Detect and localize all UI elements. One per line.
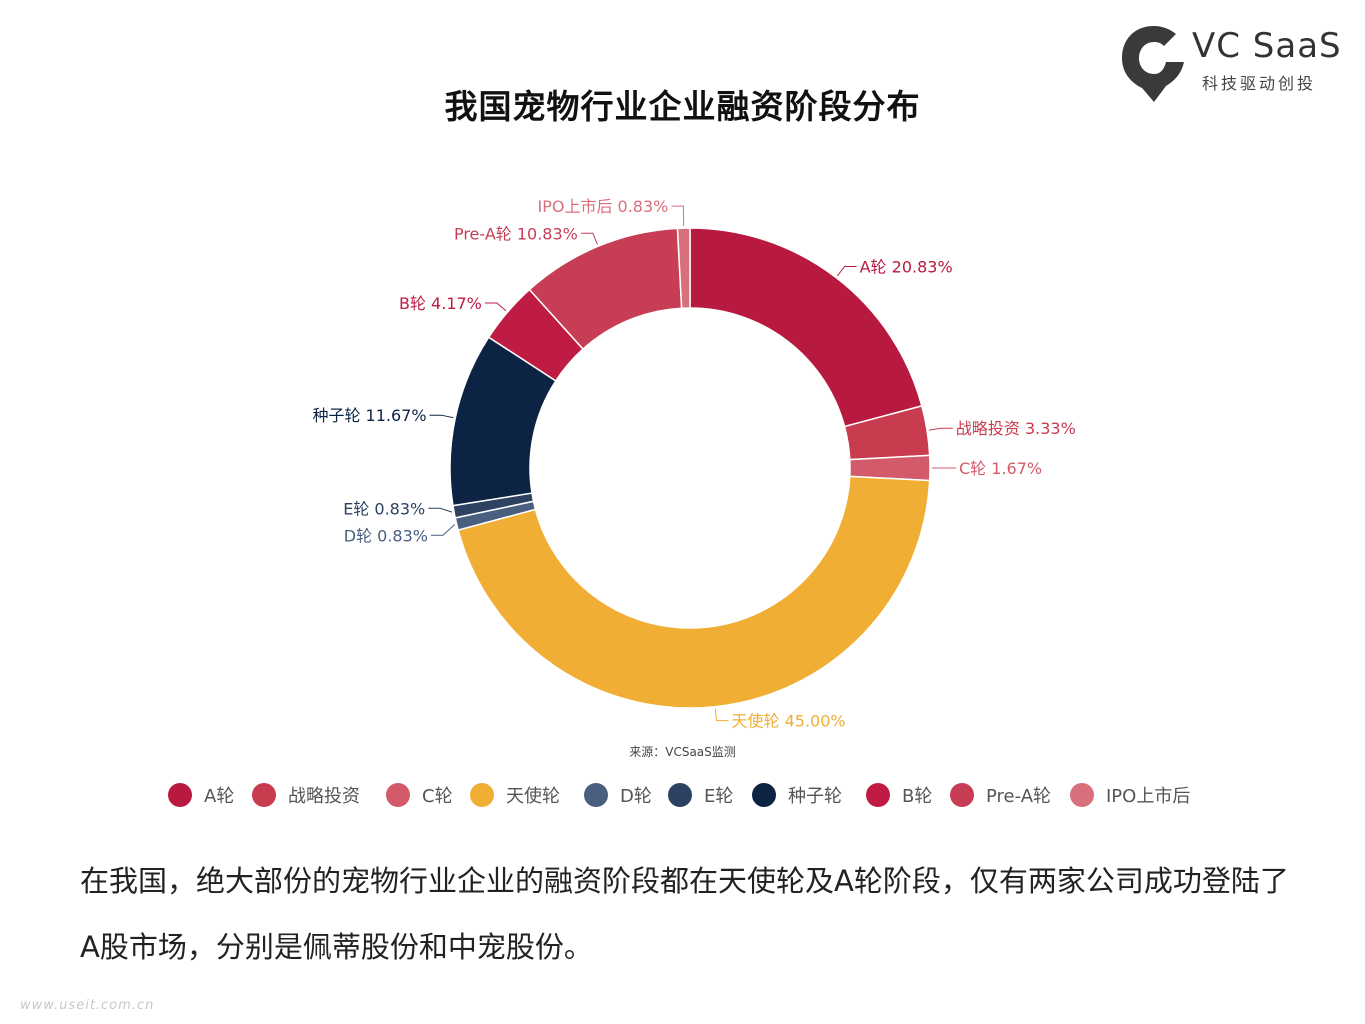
- legend-label: A轮: [204, 786, 235, 807]
- brand-slogan: 科技驱动创投: [1202, 74, 1317, 93]
- chart-legend: A轮 战略投资 C轮 天使轮 D轮 E轮 种子轮 B轮 Pre-A轮 IPO上市后: [0, 782, 1365, 814]
- legend-label: E轮: [704, 786, 734, 807]
- label-leader-lines: [428, 205, 956, 722]
- data-label-9: IPO上市后 0.83%: [537, 197, 668, 216]
- data-label-8: Pre-A轮 10.83%: [454, 224, 578, 243]
- legend-swatch: [470, 783, 494, 807]
- legend-swatch: [252, 783, 276, 807]
- legend-item-3[interactable]: 天使轮: [470, 782, 560, 808]
- slice-0: [689, 227, 923, 428]
- brand-name: VC SaaS: [1192, 26, 1342, 66]
- slice-9: [676, 227, 691, 310]
- summary-paragraph: 在我国，绝大部份的宠物行业企业的融资阶段都在天使轮及A轮阶段，仅有两家公司成功登…: [80, 864, 1289, 964]
- donut-chart: A轮 20.83% 战略投资 3.33% C轮 1.67% 天使轮 45.00% D轮 …: [312, 197, 1075, 731]
- donut-slices: [449, 227, 931, 709]
- legend-label: B轮: [902, 786, 933, 807]
- data-label-2: C轮 1.67%: [959, 459, 1042, 478]
- leader-line-1: [928, 427, 953, 431]
- slice-3: [457, 475, 931, 709]
- legend-swatch: [668, 783, 692, 807]
- legend-item-2[interactable]: C轮: [386, 782, 453, 808]
- legend-swatch: [866, 783, 890, 807]
- legend-swatch: [168, 783, 192, 807]
- data-label-7: B轮 4.17%: [399, 294, 482, 313]
- legend-item-7[interactable]: B轮: [866, 782, 932, 808]
- leader-line-7: [484, 302, 507, 312]
- data-label-3: 天使轮 45.00%: [732, 712, 846, 731]
- leader-line-5: [428, 507, 453, 513]
- legend-item-0[interactable]: A轮: [168, 782, 234, 808]
- legend-item-9[interactable]: IPO上市后: [1070, 782, 1190, 808]
- legend-item-5[interactable]: E轮: [668, 782, 733, 808]
- legend-item-1[interactable]: 战略投资: [252, 782, 360, 808]
- data-label-5: E轮 0.83%: [343, 499, 425, 518]
- legend-label: IPO上市后: [1106, 786, 1191, 807]
- leader-line-6: [429, 414, 454, 419]
- legend-item-6[interactable]: 种子轮: [752, 782, 842, 808]
- legend-label: 天使轮: [506, 786, 560, 807]
- leader-line-3: [714, 708, 729, 722]
- legend-swatch: [950, 783, 974, 807]
- legend-label: Pre-A轮: [986, 786, 1052, 807]
- legend-swatch: [584, 783, 608, 807]
- legend-swatch: [752, 783, 776, 807]
- leader-line-0: [836, 265, 857, 277]
- leader-line-4: [431, 524, 456, 536]
- legend-label: D轮: [620, 786, 652, 807]
- chart-source: 来源：VCSaaS监测: [629, 745, 736, 759]
- watermark: www.useit.com.cn: [20, 998, 155, 1013]
- legend-label: 种子轮: [788, 786, 842, 807]
- data-label-0: A轮 20.83%: [860, 257, 953, 276]
- legend-label: C轮: [422, 786, 453, 807]
- legend-swatch: [1070, 783, 1094, 807]
- legend-item-8[interactable]: Pre-A轮: [950, 782, 1051, 808]
- legend-label: 战略投资: [288, 786, 360, 807]
- chart-title: 我国宠物行业企业融资阶段分布: [444, 87, 921, 126]
- vc-saas-logo-icon: [1122, 26, 1184, 102]
- vc-saas-logo: VC SaaS 科技驱动创投: [1118, 20, 1341, 106]
- data-label-1: 战略投资 3.33%: [956, 419, 1076, 438]
- legend-swatch: [386, 783, 410, 807]
- data-label-4: D轮 0.83%: [344, 526, 428, 545]
- leader-line-8: [580, 232, 598, 245]
- data-labels: A轮 20.83% 战略投资 3.33% C轮 1.67% 天使轮 45.00% D轮 …: [312, 197, 1075, 731]
- leader-line-9: [671, 205, 685, 227]
- data-label-6: 种子轮 11.67%: [312, 406, 426, 425]
- legend-item-4[interactable]: D轮: [584, 782, 652, 808]
